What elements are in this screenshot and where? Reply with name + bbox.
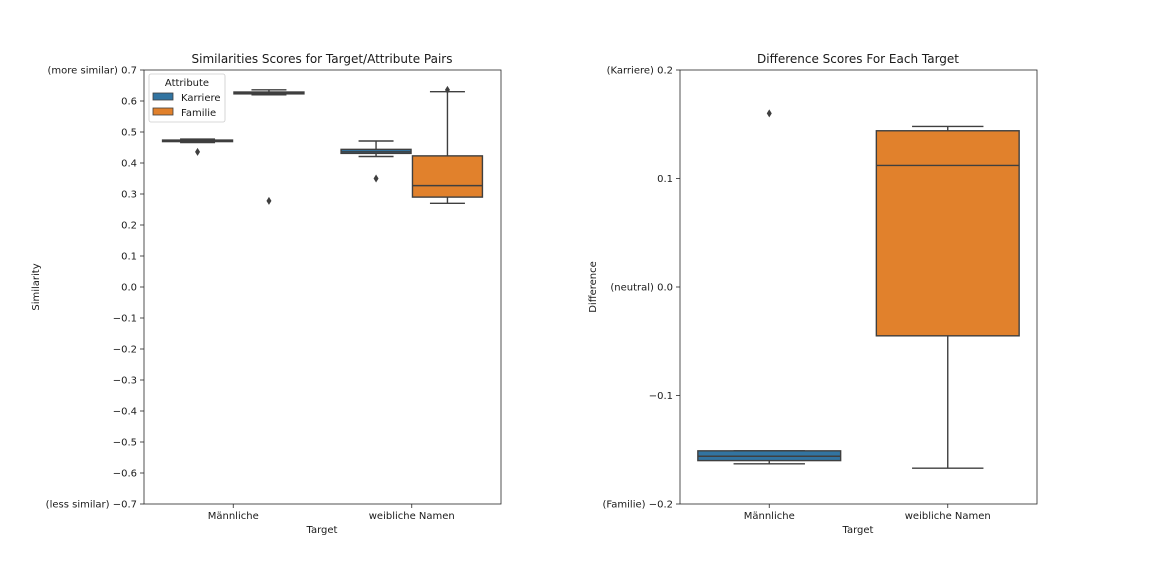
- y-tick-label: (more similar) 0.7: [48, 66, 138, 77]
- y-axis-ticks: (more similar) 0.7 0.6 0.5 0.4 0.3 0.2 0.1 0.0 −…: [46, 66, 144, 511]
- y-tick-label: −0.3: [113, 376, 137, 387]
- y-tick-label: −0.2: [113, 345, 137, 356]
- y-tick-label: 0.3: [121, 190, 137, 201]
- box-karriere-weibliche-namen-outlier: [373, 174, 379, 183]
- y-tick-label: 0.2: [121, 221, 137, 232]
- x-axis-ticks: Männliche weibliche Namen: [744, 504, 991, 522]
- y-tick-label: 0.5: [121, 128, 137, 139]
- difference-chart: Difference Scores For Each Target (Karri…: [588, 52, 1038, 536]
- plot-frame: [679, 69, 1038, 505]
- y-tick-label: (Karriere) 0.2: [607, 66, 673, 77]
- y-tick-label: (Familie) −0.2: [603, 500, 673, 511]
- legend-swatch-karriere: [152, 92, 174, 101]
- similarity-chart: Similarities Scores for Target/Attribute…: [31, 52, 502, 536]
- y-tick-label: −0.6: [113, 469, 137, 480]
- y-axis-label: Similarity: [31, 263, 42, 310]
- y-tick-label: −0.1: [649, 391, 673, 402]
- box-m-nnliche-outlier: [766, 109, 772, 118]
- chart-title: Difference Scores For Each Target: [757, 52, 959, 66]
- y-tick-label: (neutral) 0.0: [610, 283, 673, 294]
- x-axis-label: Target: [306, 525, 338, 536]
- legend: Attribute Karriere Familie: [148, 73, 226, 123]
- box-karriere-m-nnliche-outlier: [195, 147, 201, 156]
- x-tick-label: Männliche: [208, 511, 259, 522]
- box-familie-weibliche-namen-outlier: [444, 85, 450, 94]
- legend-title: Attribute: [165, 78, 209, 89]
- y-tick-label: 0.0: [121, 283, 137, 294]
- chart-title: Similarities Scores for Target/Attribute…: [192, 52, 453, 66]
- box-plot-series: [161, 85, 484, 205]
- y-tick-label: −0.5: [113, 438, 137, 449]
- legend-label-familie: Familie: [181, 108, 216, 119]
- y-axis-ticks: (Karriere) 0.2 0.1 (neutral) 0.0 −0.1 (Famil…: [603, 66, 680, 511]
- x-axis-ticks: Männliche weibliche Namen: [208, 504, 455, 522]
- y-tick-label: 0.6: [121, 97, 137, 108]
- x-tick-label: weibliche Namen: [905, 511, 991, 522]
- y-tick-label: 0.1: [657, 174, 673, 185]
- legend-swatch-familie: [152, 107, 174, 116]
- y-tick-label: 0.1: [121, 252, 137, 263]
- x-axis-label: Target: [842, 525, 874, 536]
- y-tick-label: −0.1: [113, 314, 137, 325]
- y-axis-label: Difference: [588, 261, 599, 313]
- box-plot-series: [697, 109, 1020, 469]
- legend-label-karriere: Karriere: [181, 93, 221, 104]
- box-weibliche-namen-box: [875, 130, 1020, 337]
- box-familie-m-nnliche-outlier: [266, 196, 272, 205]
- box-familie-weibliche-namen-box: [411, 155, 484, 198]
- x-tick-label: Männliche: [744, 511, 795, 522]
- plot-frame: [143, 69, 502, 505]
- x-tick-label: weibliche Namen: [369, 511, 455, 522]
- y-tick-label: −0.4: [113, 407, 137, 418]
- y-tick-label: 0.4: [121, 159, 137, 170]
- y-tick-label: (less similar) −0.7: [46, 500, 137, 511]
